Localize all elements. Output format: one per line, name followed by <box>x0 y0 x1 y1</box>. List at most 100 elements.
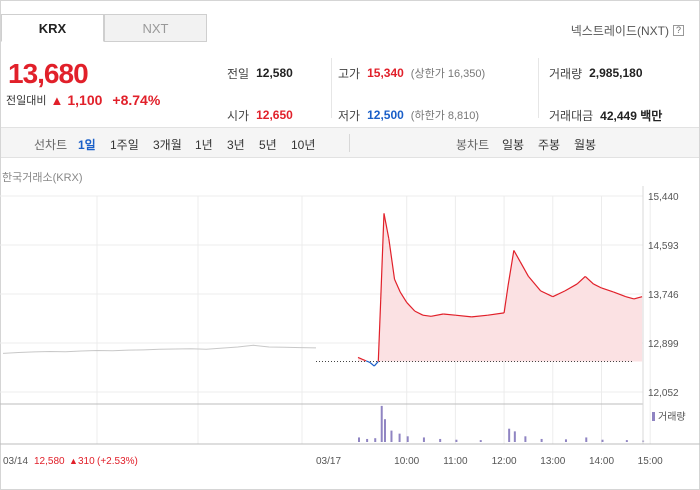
volume-bar <box>455 439 458 442</box>
price-segment <box>393 279 401 293</box>
volume-bar <box>439 438 442 442</box>
volume-bar <box>374 438 377 442</box>
price-segment <box>503 285 509 313</box>
price-segment <box>383 213 390 239</box>
info-col-1: 전일 12,580 시가 12,650 <box>227 52 293 136</box>
price-segment <box>519 261 529 277</box>
divider <box>538 58 539 118</box>
price-segment <box>422 314 432 317</box>
x-tick-label: 10:00 <box>394 456 419 467</box>
volume-bar <box>383 419 386 442</box>
volume-bar <box>508 428 511 442</box>
price-segment <box>564 283 578 292</box>
source-label: 한국거래소(KRX) <box>2 172 83 184</box>
candle-monthly[interactable]: 월봉 <box>574 138 597 152</box>
period-1y[interactable]: 1년 <box>195 138 213 152</box>
price-segment <box>593 283 602 289</box>
nxt-link-label: 넥스트레이드(NXT) <box>570 24 669 38</box>
divider <box>331 58 332 118</box>
period-3y[interactable]: 3년 <box>227 138 245 152</box>
period-3m[interactable]: 3개월 <box>153 138 182 152</box>
candle-daily[interactable]: 일봉 <box>502 138 525 152</box>
y-tick-label: 13,746 <box>648 290 679 301</box>
current-price: 13,680 <box>8 58 89 89</box>
prev-day-change: 310 <box>78 456 95 467</box>
volume-bar <box>406 436 409 442</box>
high-label: 고가 <box>338 66 361 81</box>
y-tick-label: 14,593 <box>648 241 679 252</box>
price-segment <box>613 291 627 298</box>
volume-bar <box>398 433 401 442</box>
tab-krx[interactable]: KRX <box>1 14 104 42</box>
price-segment <box>540 290 554 298</box>
chart-toolbar: 선차트 1일 1주일 3개월 1년 3년 5년 10년 봉차트 일봉 주봉 월봉 <box>1 127 699 158</box>
price-segment <box>380 213 385 300</box>
price-segment <box>365 360 371 364</box>
period-10y[interactable]: 10년 <box>291 138 316 152</box>
open-value: 12,650 <box>256 108 293 122</box>
help-icon[interactable]: ? <box>673 25 684 36</box>
x-tick-label: 13:00 <box>540 456 565 467</box>
price-segment <box>377 299 382 362</box>
price-segment <box>443 313 456 316</box>
price-segment <box>584 275 594 285</box>
period-1d[interactable]: 1일 <box>78 138 96 152</box>
volume-bar <box>540 438 543 442</box>
price-segment <box>471 314 488 318</box>
prev-close-value: 12,580 <box>256 66 293 80</box>
price-segment <box>625 296 635 300</box>
price-segment <box>601 287 614 293</box>
volume-bar <box>524 436 527 442</box>
period-5y[interactable]: 5년 <box>259 138 277 152</box>
prev-day-line <box>2 344 317 354</box>
market-tabs: KRX NXT <box>1 14 207 42</box>
change-amount: 1,100 <box>67 92 103 108</box>
x-tick-label: 03/17 <box>316 456 341 467</box>
volume-bar <box>479 440 482 442</box>
open-label: 시가 <box>227 108 250 123</box>
volume-legend-label: 거래량 <box>658 411 686 423</box>
info-col-3: 거래량 2,985,180 거래대금 42,449 백만 <box>549 52 662 136</box>
nxt-info-link[interactable]: 넥스트레이드(NXT) ? <box>571 22 684 39</box>
price-segment <box>357 356 363 360</box>
price-segment <box>361 358 367 362</box>
volume-bar <box>422 437 425 442</box>
low-label: 저가 <box>338 108 361 123</box>
price-segment <box>633 296 643 300</box>
price-area <box>358 213 643 362</box>
period-1w[interactable]: 1주일 <box>110 138 139 152</box>
price-segment <box>388 238 396 280</box>
change-label: 전일대비 <box>6 95 47 107</box>
prev-close-label: 전일 <box>227 66 250 81</box>
price-segment <box>507 250 515 286</box>
price-segment <box>455 314 472 318</box>
y-tick-label: 12,052 <box>648 388 679 399</box>
prev-day-close: 12,580 <box>34 456 65 467</box>
prev-day-summary: 03/14 12,580 ▲ 310 (+2.53%) <box>3 456 138 467</box>
volume-legend-swatch <box>652 412 655 421</box>
volume-bar <box>390 430 393 442</box>
volume-bar <box>625 440 628 442</box>
candle-chart-label: 봉차트 <box>456 138 490 152</box>
price-chart[interactable]: 15,440 14,593 13,746 12,899 12,052 거래량 03/17… <box>0 186 700 486</box>
price-segment <box>552 290 566 298</box>
change-percent: +8.74% <box>112 92 161 108</box>
tab-nxt[interactable]: NXT <box>104 14 207 42</box>
price-segment <box>527 276 542 292</box>
volume-label: 거래량 <box>549 66 583 81</box>
low-value: 12,500 <box>367 108 404 122</box>
volume-bar <box>366 438 369 442</box>
candle-weekly[interactable]: 주봉 <box>538 138 561 152</box>
volume-bar <box>380 405 383 442</box>
price-segment <box>414 310 424 316</box>
volume-bar <box>513 431 516 442</box>
volume-bar <box>585 437 588 442</box>
prev-day-label: 03/14 <box>3 456 28 467</box>
price-segment <box>487 312 505 316</box>
toolbar-divider <box>349 134 350 152</box>
volume-bar <box>601 439 604 442</box>
price-segment <box>399 291 408 303</box>
info-col-2: 고가 15,340 (상한가 16,350) 저가 12,500 (하한가 8,810) <box>338 52 485 136</box>
y-tick-label: 12,899 <box>648 339 679 350</box>
price-change: 전일대비 ▲ 1,100 +8.74% <box>6 92 160 108</box>
